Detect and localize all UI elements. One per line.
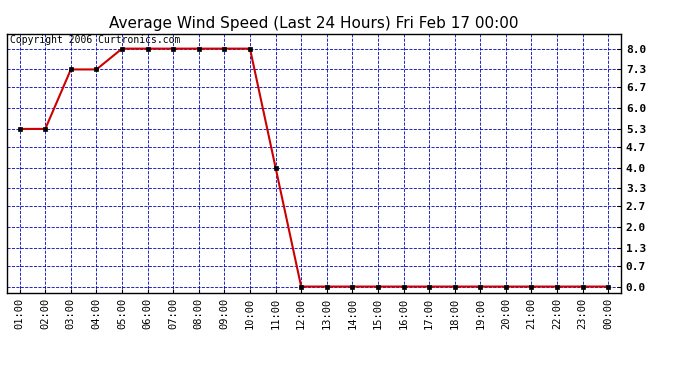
Title: Average Wind Speed (Last 24 Hours) Fri Feb 17 00:00: Average Wind Speed (Last 24 Hours) Fri F…: [109, 16, 519, 31]
Text: Copyright 2006 Curtronics.com: Copyright 2006 Curtronics.com: [10, 35, 180, 45]
